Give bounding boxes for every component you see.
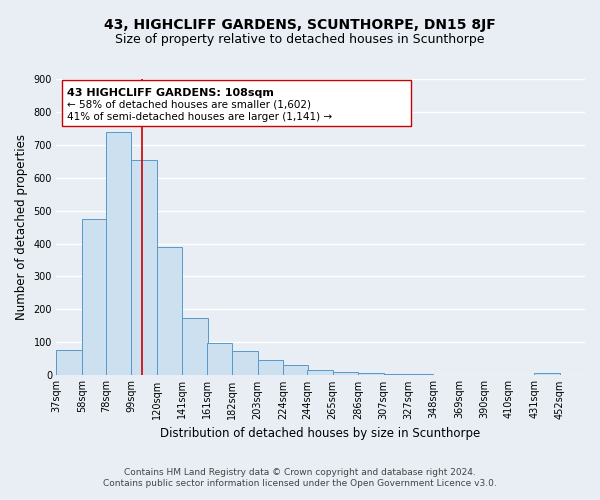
Bar	[283, 364, 308, 375]
Bar	[257, 360, 283, 375]
Text: ← 58% of detached houses are smaller (1,602): ← 58% of detached houses are smaller (1,…	[67, 100, 311, 110]
Text: 43 HIGHCLIFF GARDENS: 108sqm: 43 HIGHCLIFF GARDENS: 108sqm	[67, 88, 274, 98]
Bar	[157, 247, 182, 375]
Bar	[358, 374, 383, 375]
Bar	[534, 374, 560, 375]
Bar	[106, 132, 131, 375]
Bar	[408, 374, 433, 375]
Bar	[182, 318, 208, 375]
Bar	[333, 372, 358, 375]
FancyBboxPatch shape	[62, 80, 410, 126]
X-axis label: Distribution of detached houses by size in Scunthorpe: Distribution of detached houses by size …	[160, 427, 481, 440]
Bar	[131, 160, 157, 375]
Text: Contains HM Land Registry data © Crown copyright and database right 2024.
Contai: Contains HM Land Registry data © Crown c…	[103, 468, 497, 487]
Text: 41% of semi-detached houses are larger (1,141) →: 41% of semi-detached houses are larger (…	[67, 112, 332, 122]
Bar	[82, 219, 107, 375]
Text: 43, HIGHCLIFF GARDENS, SCUNTHORPE, DN15 8JF: 43, HIGHCLIFF GARDENS, SCUNTHORPE, DN15 …	[104, 18, 496, 32]
Bar	[206, 343, 232, 375]
Bar	[56, 350, 82, 375]
Bar	[232, 351, 257, 375]
Text: Size of property relative to detached houses in Scunthorpe: Size of property relative to detached ho…	[115, 32, 485, 46]
Bar	[383, 374, 409, 375]
Bar	[307, 370, 333, 375]
Y-axis label: Number of detached properties: Number of detached properties	[15, 134, 28, 320]
